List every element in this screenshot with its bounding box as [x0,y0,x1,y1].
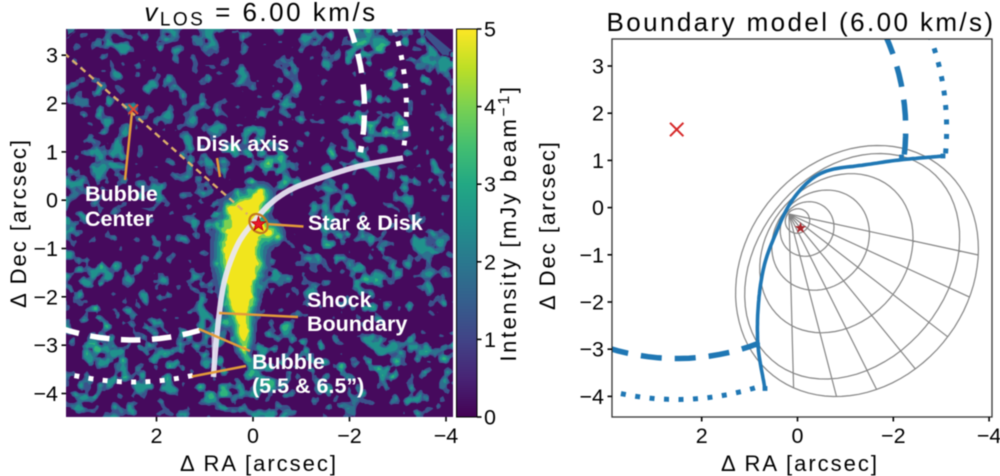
svg-text:1: 1 [592,149,604,173]
svg-text:−4: −4 [977,424,1000,448]
svg-text:Bubble: Bubble [252,350,325,374]
svg-text:Center: Center [85,207,154,231]
svg-text:−2: −2 [337,424,362,448]
svg-text:Δ RA [arcsec]: Δ RA [arcsec] [721,451,879,476]
svg-text:2: 2 [696,424,708,448]
svg-text:0: 0 [592,196,604,220]
svg-text:Δ RA [arcsec]: Δ RA [arcsec] [180,451,338,476]
svg-text:−1: −1 [579,243,604,267]
svg-text:−3: −3 [33,334,58,358]
svg-text:Shock: Shock [307,288,372,312]
svg-text:0: 0 [247,424,259,448]
svg-text:0: 0 [484,406,496,430]
svg-text:−2: −2 [881,424,906,448]
svg-text:(5.5 & 6.5”): (5.5 & 6.5”) [252,374,364,398]
svg-text:3: 3 [484,173,496,197]
svg-text:−1: −1 [33,237,58,261]
svg-text:1: 1 [484,328,496,352]
svg-text:−2: −2 [579,291,604,315]
svg-text:3: 3 [46,44,58,68]
svg-text:0: 0 [792,424,804,448]
svg-text:−3: −3 [579,338,604,362]
svg-text:−2: −2 [33,285,58,309]
svg-text:vLOS = 6.00 km/s: vLOS = 6.00 km/s [144,0,377,31]
svg-text:5: 5 [484,18,496,42]
svg-text:Bubble: Bubble [85,182,158,206]
svg-text:−4: −4 [434,424,459,448]
svg-text:0: 0 [46,189,58,213]
svg-text:Star & Disk: Star & Disk [308,211,423,235]
svg-text:3: 3 [592,55,604,79]
svg-text:Intensity [mJy beam−1]: Intensity [mJy beam−1] [496,84,521,361]
svg-text:2: 2 [46,92,58,116]
svg-text:Boundary model (6.00 km/s): Boundary model (6.00 km/s) [607,7,996,37]
svg-text:2: 2 [151,424,163,448]
svg-text:Δ Dec [arcsec]: Δ Dec [arcsec] [535,140,560,310]
svg-text:−4: −4 [33,382,58,406]
svg-text:Boundary: Boundary [307,312,407,336]
svg-text:Disk axis: Disk axis [196,132,289,156]
svg-text:Δ Dec [arcsec]: Δ Dec [arcsec] [6,138,31,308]
svg-text:1: 1 [46,140,58,164]
svg-text:2: 2 [592,102,604,126]
svg-text:−4: −4 [579,385,604,409]
svg-text:2: 2 [484,250,496,274]
svg-text:4: 4 [484,95,496,119]
